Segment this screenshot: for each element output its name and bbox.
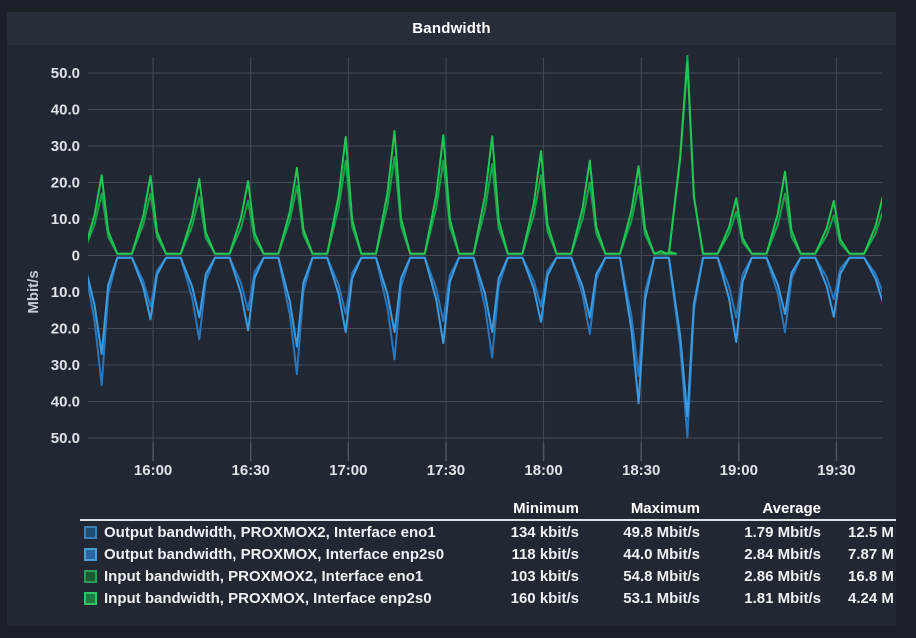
svg-text:18:00: 18:00 xyxy=(524,462,562,479)
series-minimum: 160 kbit/s xyxy=(510,589,579,607)
svg-text:40.0: 40.0 xyxy=(51,102,80,119)
series-average: 2.86 Mbit/s xyxy=(744,567,821,585)
series-minimum: 118 kbit/s xyxy=(511,545,579,563)
svg-text:17:00: 17:00 xyxy=(329,462,367,479)
legend-row[interactable]: Input bandwidth, PROXMOX, Interface enp2… xyxy=(80,587,896,609)
series-extra-clipped: 12.5 M xyxy=(848,523,894,541)
series-label-cell: Input bandwidth, PROXMOX2, Interface eno… xyxy=(80,568,499,585)
series-average: 2.84 Mbit/s xyxy=(744,545,821,563)
x-axis-labels: 16:00 16:30 17:00 17:30 18:00 18:30 19:00 19:30 xyxy=(134,462,856,479)
legend-table: Minimum Maximum Average Output bandwidth… xyxy=(80,497,896,609)
series-extra-clipped: 4.24 M xyxy=(848,589,894,607)
legend-header-maximum: Maximum xyxy=(630,499,700,517)
series-label: Input bandwidth, PROXMOX, Interface enp2… xyxy=(104,589,432,607)
series-label: Output bandwidth, PROXMOX, Interface enp… xyxy=(104,545,445,563)
series-color-swatch xyxy=(84,591,97,605)
svg-text:30.0: 30.0 xyxy=(51,138,80,155)
legend-row[interactable]: Input bandwidth, PROXMOX2, Interface eno… xyxy=(80,565,896,587)
x-tick-marks xyxy=(152,443,838,461)
series-label: Input bandwidth, PROXMOX2, Interface eno… xyxy=(104,567,424,585)
legend-header-row: Minimum Maximum Average xyxy=(80,497,896,521)
svg-text:40.0: 40.0 xyxy=(51,393,80,410)
legend-header-average: Average xyxy=(762,499,821,517)
legend-row[interactable]: Output bandwidth, PROXMOX2, Interface en… xyxy=(80,521,896,543)
series-average: 1.81 Mbit/s xyxy=(744,589,821,607)
svg-text:30.0: 30.0 xyxy=(51,357,80,374)
svg-text:50.0: 50.0 xyxy=(51,65,80,82)
bandwidth-panel: Bandwidth 50.0 40.0 30.0 20.0 10.0 0 10.0 20.0 3… xyxy=(7,12,896,626)
series-label-cell: Input bandwidth, PROXMOX, Interface enp2… xyxy=(80,590,499,607)
svg-text:16:30: 16:30 xyxy=(232,462,270,479)
series-maximum: 49.8 Mbit/s xyxy=(623,523,700,541)
svg-text:16:00: 16:00 xyxy=(134,462,172,479)
series-color-swatch xyxy=(84,525,97,539)
series-line-3 xyxy=(88,60,882,255)
series-line-2 xyxy=(88,55,882,255)
svg-text:19:30: 19:30 xyxy=(817,462,855,479)
series-line-0 xyxy=(88,256,882,439)
y-axis-labels: 50.0 40.0 30.0 20.0 10.0 0 10.0 20.0 30.0 40.0 50.… xyxy=(51,65,80,447)
svg-text:0: 0 xyxy=(72,248,80,265)
series-minimum: 134 kbit/s xyxy=(510,523,579,541)
svg-text:50.0: 50.0 xyxy=(51,430,80,447)
y-axis-unit-label: Mbit/s xyxy=(25,270,42,313)
series-maximum: 54.8 Mbit/s xyxy=(623,567,700,585)
series-minimum: 103 kbit/s xyxy=(510,567,579,585)
series-maximum: 44.0 Mbit/s xyxy=(623,545,700,563)
legend-rows: Output bandwidth, PROXMOX2, Interface en… xyxy=(80,521,896,609)
svg-text:10.0: 10.0 xyxy=(51,211,80,228)
series-color-swatch xyxy=(84,547,97,561)
series-color-swatch xyxy=(84,569,97,583)
series-lines xyxy=(88,55,882,439)
series-label-cell: Output bandwidth, PROXMOX2, Interface en… xyxy=(80,524,499,541)
series-extra-clipped: 16.8 M xyxy=(848,567,894,585)
svg-text:10.0: 10.0 xyxy=(51,284,80,301)
panel-title: Bandwidth xyxy=(412,20,491,37)
svg-text:20.0: 20.0 xyxy=(51,320,80,337)
series-label: Output bandwidth, PROXMOX2, Interface en… xyxy=(104,523,436,541)
legend-row[interactable]: Output bandwidth, PROXMOX, Interface enp… xyxy=(80,543,896,565)
svg-text:18:30: 18:30 xyxy=(622,462,660,479)
bandwidth-chart: 50.0 40.0 30.0 20.0 10.0 0 10.0 20.0 30.0 40.0 50.… xyxy=(25,55,882,479)
gridlines xyxy=(88,57,882,449)
legend-header-minimum: Minimum xyxy=(513,499,579,517)
svg-text:20.0: 20.0 xyxy=(51,175,80,192)
svg-text:19:00: 19:00 xyxy=(720,462,758,479)
series-extra-clipped: 7.87 M xyxy=(848,545,894,563)
series-maximum: 53.1 Mbit/s xyxy=(623,589,700,607)
panel-titlebar: Bandwidth xyxy=(7,12,896,45)
series-average: 1.79 Mbit/s xyxy=(744,523,821,541)
series-label-cell: Output bandwidth, PROXMOX, Interface enp… xyxy=(80,546,499,563)
series-line-1 xyxy=(88,256,882,418)
svg-text:17:30: 17:30 xyxy=(427,462,465,479)
